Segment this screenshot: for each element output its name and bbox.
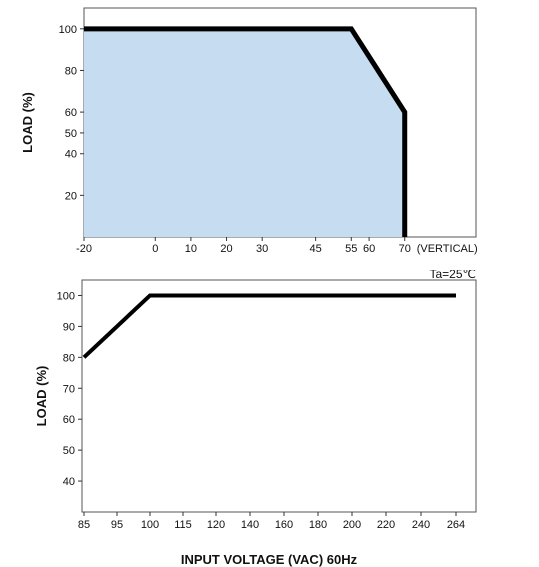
y-tick-label: 40 — [63, 476, 75, 488]
x-tick-label: 85 — [78, 519, 90, 531]
x-tick-label: 100 — [141, 519, 159, 531]
voltage-derating-chart: 85 95 100 115 120 140 160 180 200 220 240 264 40 50 60… — [34, 270, 477, 567]
x-tick-label: 30 — [256, 243, 268, 255]
x-tick-label: 95 — [111, 519, 123, 531]
y-tick-label: 70 — [63, 383, 75, 395]
x-tick-label: -20 — [76, 243, 92, 255]
x-tick-label: 20 — [220, 243, 232, 255]
x-axis-suffix: (VERTICAL) — [417, 243, 478, 255]
derating-curve — [84, 26, 408, 237]
temperature-derating-chart: -20 0 10 20 30 45 55 60 70 (VERTICAL) 20 40 50 60 80 10… — [20, 7, 478, 255]
y-tick-label: 80 — [63, 352, 75, 364]
x-tick-label: 140 — [241, 519, 259, 531]
derating-area — [84, 28, 405, 238]
x-tick-label: 0 — [152, 243, 158, 255]
x-tick-label: 120 — [207, 519, 225, 531]
y-tick-label: 60 — [65, 107, 77, 119]
x-tick-label: 115 — [174, 519, 192, 531]
ambient-temperature-note: Ta=25℃ — [429, 270, 476, 281]
x-tick-label: 200 — [343, 519, 361, 531]
y-axis-title: LOAD (%) — [34, 366, 49, 427]
y-tick-label: 80 — [65, 65, 77, 77]
x-tick-label: 160 — [275, 519, 293, 531]
y-tick-label: 40 — [65, 149, 77, 161]
x-tick-label: 264 — [447, 519, 465, 531]
x-tick-label: 45 — [310, 243, 322, 255]
y-tick-label: 20 — [65, 190, 77, 202]
x-axis-title: INPUT VOLTAGE (VAC) 60Hz — [181, 552, 358, 567]
y-tick-label: 100 — [59, 24, 77, 36]
y-tick-label: 50 — [63, 445, 75, 457]
x-tick-label: 60 — [363, 243, 375, 255]
x-tick-label: 55 — [345, 243, 357, 255]
plot-frame — [81, 279, 477, 513]
x-tick-label: 10 — [185, 243, 197, 255]
x-tick-label: 240 — [412, 519, 430, 531]
x-tick-label: 70 — [399, 243, 411, 255]
y-tick-label: 90 — [63, 321, 75, 333]
y-axis-title: LOAD (%) — [20, 92, 35, 153]
y-tick-label: 60 — [63, 414, 75, 426]
load-curve — [82, 293, 456, 359]
y-tick-label: 50 — [65, 128, 77, 140]
x-tick-label: 180 — [309, 519, 327, 531]
y-tick-label: 100 — [57, 290, 75, 302]
x-tick-label: 220 — [377, 519, 395, 531]
